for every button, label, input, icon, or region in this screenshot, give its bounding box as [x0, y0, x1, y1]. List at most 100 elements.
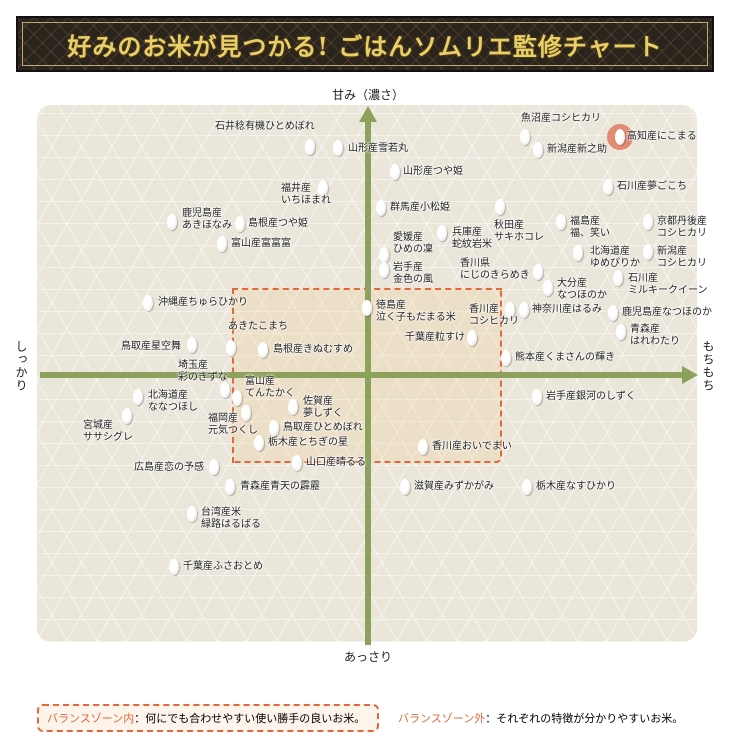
- rice-label-line: あきたこまち: [228, 321, 288, 332]
- rice-label-line: 鳥取産星空舞: [121, 341, 181, 352]
- rice-label: 山形産雪若丸: [348, 143, 408, 155]
- rice-label: 神奈川産はるみ: [532, 304, 602, 316]
- rice-label: 福岡産 元気つくし: [208, 413, 258, 437]
- rice-label: 岩手産 金色の風: [393, 262, 433, 286]
- rice-grain-icon: [143, 295, 153, 311]
- rice-label-line: 岩手産: [393, 262, 423, 273]
- rice-label: 大分産 なつほのか: [557, 278, 607, 302]
- rice-grain-icon: [258, 342, 268, 358]
- legend-outside-key: バランスゾーン外: [398, 712, 486, 725]
- rice-grain-icon: [556, 214, 566, 230]
- rice-label-line: にじのきらめき: [460, 270, 530, 281]
- axis-label-bottom: あっさり: [343, 650, 392, 664]
- rice-label: 青森産 はれわたり: [630, 324, 680, 348]
- rice-label-line: 岩手産銀河のしずく: [546, 391, 636, 402]
- rice-label-line: 京都丹後産: [657, 216, 707, 227]
- rice-grain-icon: [495, 199, 505, 215]
- rice-label-line: 佐賀産: [303, 396, 333, 407]
- rice-label: 香川産おいでまい: [432, 441, 512, 453]
- rice-label-line: 香川産: [469, 304, 499, 315]
- rice-label-line: 石井稔有機ひとめぼれ: [215, 121, 315, 132]
- rice-grain-icon: [209, 459, 219, 475]
- rice-label-line: 沖縄産ちゅらひかり: [158, 297, 248, 308]
- rice-label-line: ミルキークイーン: [628, 285, 708, 296]
- rice-label: 北海道産 ゆめぴりか: [590, 246, 640, 270]
- rice-label-line: ゆめぴりか: [590, 258, 640, 269]
- rice-label-line: 栃木産なすひかり: [536, 481, 616, 492]
- rice-label-line: 埼玉産: [178, 360, 208, 371]
- rice-label-line: 夢しずく: [303, 408, 343, 419]
- rice-label: 佐賀産 夢しずく: [303, 396, 343, 420]
- rice-grain-icon: [292, 455, 302, 471]
- rice-label: 富山産富富富: [231, 238, 291, 250]
- rice-label: 徳島産 泣く子もだまる米: [376, 300, 456, 324]
- rice-grain-icon: [169, 559, 179, 575]
- rice-grain-icon: [305, 139, 315, 155]
- rice-grain-icon: [167, 214, 177, 230]
- rice-label: 島根産つや姫: [248, 218, 308, 230]
- rice-label: 広島産恋の予感: [134, 462, 204, 474]
- rice-label-line: 高知産にこまる: [627, 131, 697, 142]
- rice-label-line: 富山産: [245, 376, 275, 387]
- rice-grain-icon: [543, 280, 553, 296]
- rice-label-line: 神奈川産はるみ: [532, 304, 602, 315]
- rice-label: 富山産 てんたかく: [245, 376, 295, 400]
- rice-label-line: ななつほし: [148, 402, 198, 413]
- rice-grain-icon: [390, 164, 400, 180]
- horizontal-axis: [40, 372, 685, 378]
- rice-grain-icon: [187, 337, 197, 353]
- rice-label-line: 福、笑い: [570, 228, 610, 239]
- rice-label: 福井産 いちほまれ: [281, 183, 331, 207]
- rice-label-line: いちほまれ: [281, 195, 331, 206]
- rice-grain-icon: [533, 142, 543, 158]
- rice-label-line: 山形産雪若丸: [348, 143, 408, 154]
- rice-label: 山形産つや姫: [403, 166, 463, 178]
- rice-grain-icon: [615, 129, 625, 145]
- rice-label: 埼玉産 彩のきずな: [178, 360, 228, 384]
- rice-grain-icon: [226, 340, 236, 356]
- rice-grain-icon: [520, 129, 530, 145]
- rice-grain-icon: [608, 305, 618, 321]
- rice-label: 北海道産 ななつほし: [148, 390, 198, 414]
- rice-grain-icon: [187, 506, 197, 522]
- legend-inside-text: ：何にでも合わせやすい使い勝手の良いお米。: [134, 712, 366, 725]
- rice-label: 鹿児島産なつほのか: [622, 307, 712, 319]
- rice-grain-icon: [643, 244, 653, 260]
- rice-label-line: 千葉産粒すけ: [405, 332, 465, 343]
- rice-label: 台湾産米 緑路はるばる: [201, 507, 261, 531]
- rice-grain-icon: [603, 179, 613, 195]
- rice-grain-icon: [573, 245, 583, 261]
- rice-label-line: 兵庫産: [452, 227, 482, 238]
- rice-label-line: 北海道産: [148, 390, 188, 401]
- rice-label-line: 泣く子もだまる米: [376, 312, 456, 323]
- rice-grain-icon: [379, 247, 389, 263]
- rice-label: 魚沼産コシヒカリ: [521, 113, 601, 125]
- axis-label-top: 甘み（濃さ）: [331, 88, 404, 102]
- rice-label-line: 新潟産: [657, 246, 687, 257]
- rice-grain-icon: [418, 439, 428, 455]
- rice-label: 千葉産ふさおとめ: [183, 561, 263, 573]
- rice-label-line: 栃木産とちぎの星: [268, 437, 348, 448]
- rice-grain-icon: [232, 390, 242, 406]
- rice-label-line: 宮城産: [83, 420, 113, 431]
- rice-label-line: 石川産: [628, 273, 658, 284]
- rice-label-line: サキホコレ: [494, 232, 544, 243]
- rice-grain-icon: [376, 200, 386, 216]
- rice-label: 兵庫産 蛇紋岩米: [452, 227, 492, 251]
- rice-label-line: 島根産きぬむすめ: [273, 344, 353, 355]
- rice-label-line: 香川産おいでまい: [432, 441, 512, 452]
- rice-grain-icon: [643, 214, 653, 230]
- rice-label: 宮城産 ササシグレ: [83, 420, 133, 444]
- rice-label-line: 福岡産: [208, 413, 238, 424]
- rice-label-line: 群馬産小松姫: [390, 202, 450, 213]
- rice-label: 鹿児島産 あきほなみ: [182, 208, 232, 232]
- rice-label-line: 滋賀産みずかがみ: [414, 481, 494, 492]
- rice-label-line: 青森産: [630, 324, 660, 335]
- rice-label: 新潟産 コシヒカリ: [657, 246, 707, 270]
- rice-label: 栃木産とちぎの星: [268, 437, 348, 449]
- rice-label: 青森産青天の霹靂: [240, 481, 320, 493]
- rice-label-line: てんたかく: [245, 388, 295, 399]
- rice-label-line: あきほなみ: [182, 220, 232, 231]
- rice-label-line: 鹿児島産なつほのか: [622, 307, 712, 318]
- rice-label: あきたこまち: [228, 321, 288, 333]
